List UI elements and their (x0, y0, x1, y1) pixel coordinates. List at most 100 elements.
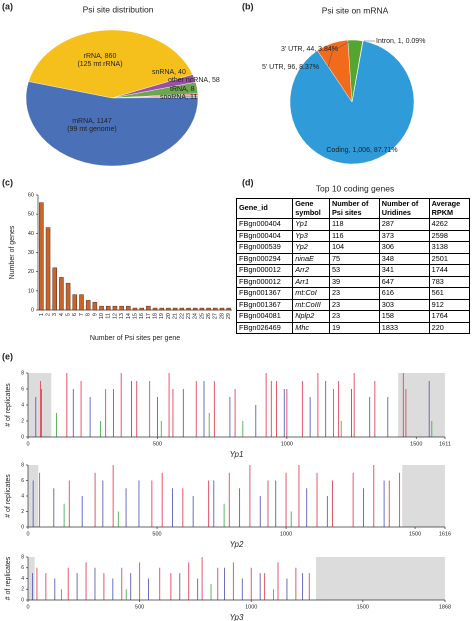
y-axis-label: # of replicates (5, 556, 12, 600)
x-tick-label: 18 (153, 313, 159, 319)
table-cell: ninaE (292, 252, 330, 265)
table-cell: 647 (378, 275, 430, 288)
table-cell: 348 (378, 252, 430, 265)
y-tick-label: 20 (28, 269, 34, 275)
table-cell: Yp3 (292, 229, 330, 242)
table-cell: Arr2 (292, 264, 330, 277)
x-tick-label: 16 (139, 313, 145, 319)
table-cell: 341 (378, 264, 430, 277)
table-row: FBgn000404 Yp1 118 287 4262 (235, 218, 471, 231)
table-cell: 303 (378, 298, 430, 311)
table-cell: FBgn001367 (235, 287, 294, 300)
table-cell: Nplp2 (292, 310, 330, 323)
bar (72, 294, 78, 311)
y-tick-label: 2 (21, 587, 24, 593)
table-cell: FBgn000012 (235, 275, 294, 288)
table-cell: 75 (328, 252, 380, 265)
table-cell: FBgn001367 (235, 298, 294, 311)
slice-note: (125 mt rRNA) (77, 61, 122, 68)
table-row: FBgn000539 Yp2 104 306 3138 (235, 241, 471, 254)
x-tick-label: 12 (112, 313, 118, 319)
x-tick-label: 1000 (280, 531, 292, 537)
utr-region (28, 557, 35, 600)
table-cell: FBgn000404 (235, 218, 294, 231)
utr-region (315, 557, 445, 600)
pie-slice (289, 40, 415, 165)
x-tick-label: 14 (126, 313, 132, 319)
pie-title: Psi site on mRNA (322, 5, 389, 15)
x-axis-label: Yp2 (230, 540, 244, 549)
table-cell: FBgn026469 (235, 321, 294, 334)
table-cell: 1744 (428, 264, 471, 277)
pie-slice (28, 29, 193, 99)
table-cell: 118 (328, 218, 380, 231)
slice-label: rRNA, 860 (84, 53, 117, 60)
x-tick-label: 7 (79, 313, 85, 316)
header-cell: Number of Psi sites (328, 198, 380, 219)
x-axis-label: Yp3 (230, 613, 244, 621)
y-tick-label: 8 (21, 554, 24, 560)
gene-table: Gene_id Gene symbol Number of Psi sites Num… (235, 198, 471, 334)
pie-title: Psi site distribution (83, 4, 154, 14)
x-tick-label: 5 (66, 313, 72, 316)
table-row: FBgn000404 Yp3 116 373 2598 (235, 229, 471, 242)
table-cell: 306 (378, 241, 430, 254)
panel-label: (a) (2, 1, 13, 11)
table-cell: 3138 (428, 241, 471, 254)
slice-label: tRNA, 8 (170, 86, 195, 93)
y-tick-label: 60 (28, 192, 34, 198)
utr-region (398, 373, 445, 437)
x-tick-label: 1500 (409, 531, 421, 537)
header-cell: Average RPKM (428, 198, 471, 219)
bar (45, 227, 51, 311)
x-tick-label: 19 (159, 313, 165, 319)
bar (152, 307, 158, 311)
table-title: Top 10 coding genes (316, 183, 394, 193)
slice-label: other ncRNA, 58 (168, 77, 220, 84)
slice-label: snoRNA, 11 (160, 94, 197, 101)
table-cell: 1764 (428, 310, 471, 323)
slice-label: 5' UTR, 96, 8.37% (262, 64, 319, 71)
x-tick-label: 0 (26, 604, 29, 610)
bar (99, 305, 104, 311)
y-axis-label: # of replicates (5, 383, 12, 427)
x-tick-label: 500 (153, 441, 162, 447)
panel-label: (d) (242, 177, 254, 187)
y-tick-label: 10 (28, 288, 34, 294)
bar (105, 305, 111, 311)
bar (226, 307, 231, 311)
x-tick-label: 2 (45, 313, 51, 316)
bar (65, 282, 71, 311)
header-cell: Gene symbol (292, 198, 330, 219)
x-tick-label: 20 (166, 313, 172, 319)
x-tick-label: 1500 (410, 441, 422, 447)
table-cell: 104 (328, 241, 380, 254)
table-cell: 616 (378, 287, 430, 300)
y-tick-label: 6 (21, 565, 24, 571)
y-tick-label: 6 (21, 386, 24, 392)
x-tick-label: 3 (52, 313, 58, 316)
y-tick-label: 50 (28, 212, 34, 218)
header-cell: Gene_id (235, 198, 294, 219)
y-tick-label: 4 (21, 493, 24, 499)
bar (112, 305, 118, 311)
x-tick-label: 10 (99, 313, 105, 319)
x-tick-label: 23 (186, 313, 192, 319)
x-tick-label: 24 (193, 313, 199, 319)
bar (199, 307, 205, 311)
header-cell: Number of Uridines (378, 198, 430, 219)
table-cell: 116 (328, 229, 380, 242)
x-tick-label: 27 (213, 313, 219, 319)
bar (85, 300, 91, 311)
table-cell: FBgn000539 (235, 241, 294, 254)
x-tick-label: 15 (132, 313, 138, 319)
utr-region (28, 373, 52, 437)
slice-label: Intron, 1, 0.09% (376, 38, 425, 45)
bar (92, 302, 98, 311)
x-tick-label: 17 (146, 313, 152, 319)
slice-label: Coding, 1,006, 87.71% (326, 147, 397, 154)
table-cell: 53 (328, 264, 380, 277)
table-row: FBgn000012 Arr2 53 341 1744 (235, 264, 471, 277)
bar (59, 277, 64, 311)
